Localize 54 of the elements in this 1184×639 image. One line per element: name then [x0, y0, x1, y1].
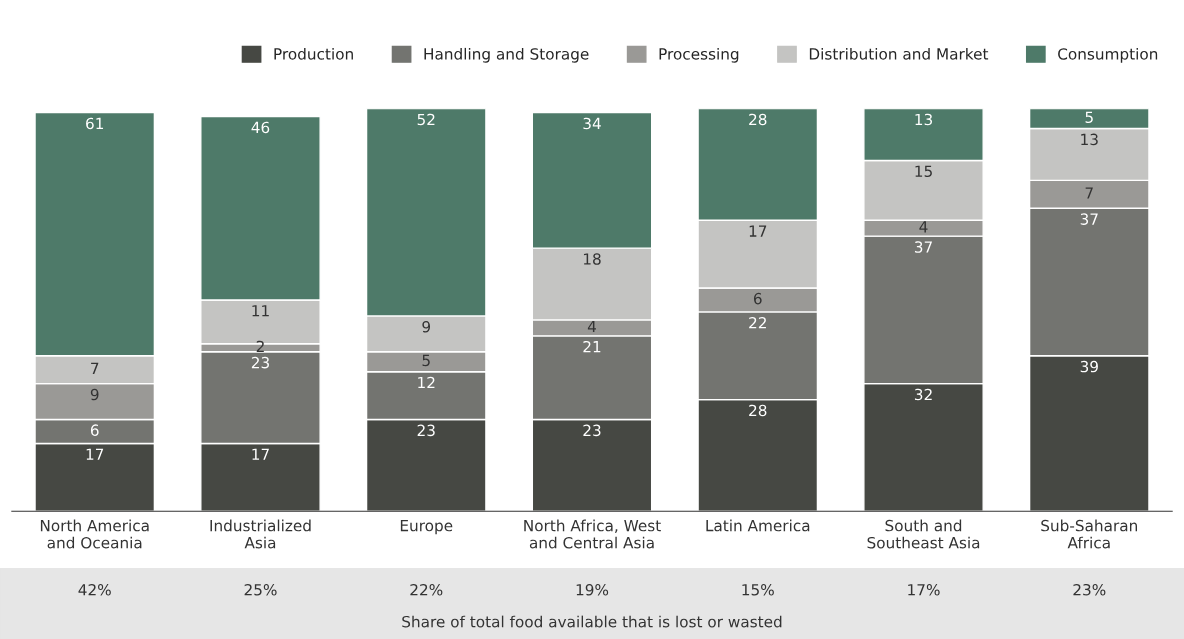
data-label: 37 [1080, 213, 1098, 225]
data-label: 21 [583, 340, 601, 353]
data-label: 17 [86, 448, 104, 460]
text: Share of total food available that is lost or wasted [402, 615, 782, 628]
data-label: 4 [919, 221, 928, 233]
data-label: 6 [90, 424, 99, 436]
data-label: 9 [90, 388, 99, 401]
data-label: 17 [252, 448, 269, 460]
text: 22% [410, 583, 443, 596]
data-label: 22 [749, 316, 766, 329]
text: 23% [1073, 583, 1106, 596]
text: 15% [742, 583, 774, 596]
data-label: 39 [1080, 360, 1098, 373]
data-label: 11 [252, 305, 269, 317]
legend-label: Consumption [1058, 47, 1158, 63]
data-label: 4 [587, 320, 596, 333]
data-label: 37 [914, 241, 932, 253]
data-label: 12 [418, 376, 435, 389]
legend-label: Distribution and Market [809, 47, 989, 60]
x-tick-label: Latin America [706, 519, 810, 532]
data-label: 28 [749, 113, 767, 126]
x-tick-label: South and Southeast Asia [867, 519, 980, 549]
data-label: 52 [417, 113, 435, 126]
legend-label: Production [274, 47, 353, 60]
text: 17% [908, 583, 940, 596]
data-label: 6 [753, 292, 762, 305]
data-label: 5 [1085, 111, 1093, 124]
data-label: 32 [914, 388, 932, 401]
data-label: 7 [1085, 187, 1093, 199]
data-label: 18 [583, 253, 601, 265]
data-label: 23 [251, 356, 269, 369]
text: 25% [244, 583, 277, 596]
data-label: 13 [915, 113, 933, 126]
data-label: 5 [422, 354, 430, 367]
x-tick-label: Sub-Saharan Africa [1041, 519, 1137, 549]
data-label: 61 [86, 117, 104, 130]
data-label: 17 [749, 225, 767, 237]
x-tick-label: Europe [400, 520, 453, 535]
data-label: 9 [422, 320, 431, 333]
data-label: 23 [583, 424, 601, 437]
data-label: 7 [91, 362, 99, 374]
data-label: 13 [1081, 133, 1098, 146]
text: 42% [78, 583, 111, 596]
x-tick-label: North America and Oceania [40, 519, 149, 549]
legend-label: Processing [659, 47, 739, 63]
x-tick-label: North Africa, West and Central Asia [524, 519, 661, 549]
data-label: 15 [915, 165, 932, 178]
text: 19% [576, 583, 609, 596]
data-label: 28 [749, 404, 767, 417]
data-label: 34 [583, 117, 601, 130]
legend-label: Handling and Storage [424, 47, 589, 63]
x-tick-label: Industrialized Asia [210, 519, 311, 549]
data-label: 23 [417, 424, 435, 437]
data-label: 46 [251, 121, 270, 134]
